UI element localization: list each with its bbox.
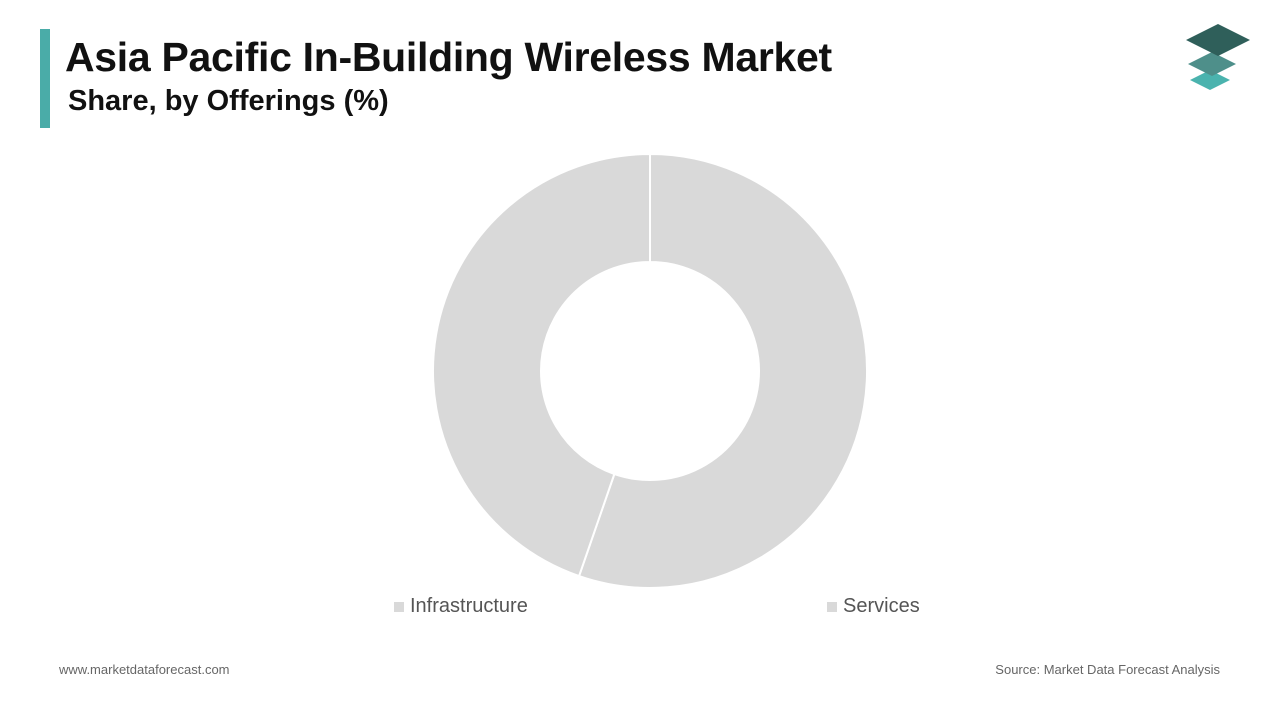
legend-item-infrastructure: Infrastructure xyxy=(394,595,528,618)
stacked-layers-logo-icon xyxy=(1186,24,1250,90)
footer-website: www.marketdataforecast.com xyxy=(59,662,230,677)
page-subtitle: Share, by Offerings (%) xyxy=(68,85,389,117)
legend-swatch-infrastructure xyxy=(394,601,404,612)
donut-slice-infrastructure xyxy=(431,152,651,578)
legend-item-services: Services xyxy=(827,595,920,618)
legend-swatch-services xyxy=(827,601,837,612)
legend-label-infrastructure: Infrastructure xyxy=(410,595,528,617)
page-title: Asia Pacific In-Building Wireless Market xyxy=(65,34,832,80)
legend-label-services: Services xyxy=(843,595,920,617)
donut-slice-services xyxy=(577,152,868,589)
footer-source: Source: Market Data Forecast Analysis xyxy=(995,662,1220,677)
title-accent-bar xyxy=(40,29,50,128)
